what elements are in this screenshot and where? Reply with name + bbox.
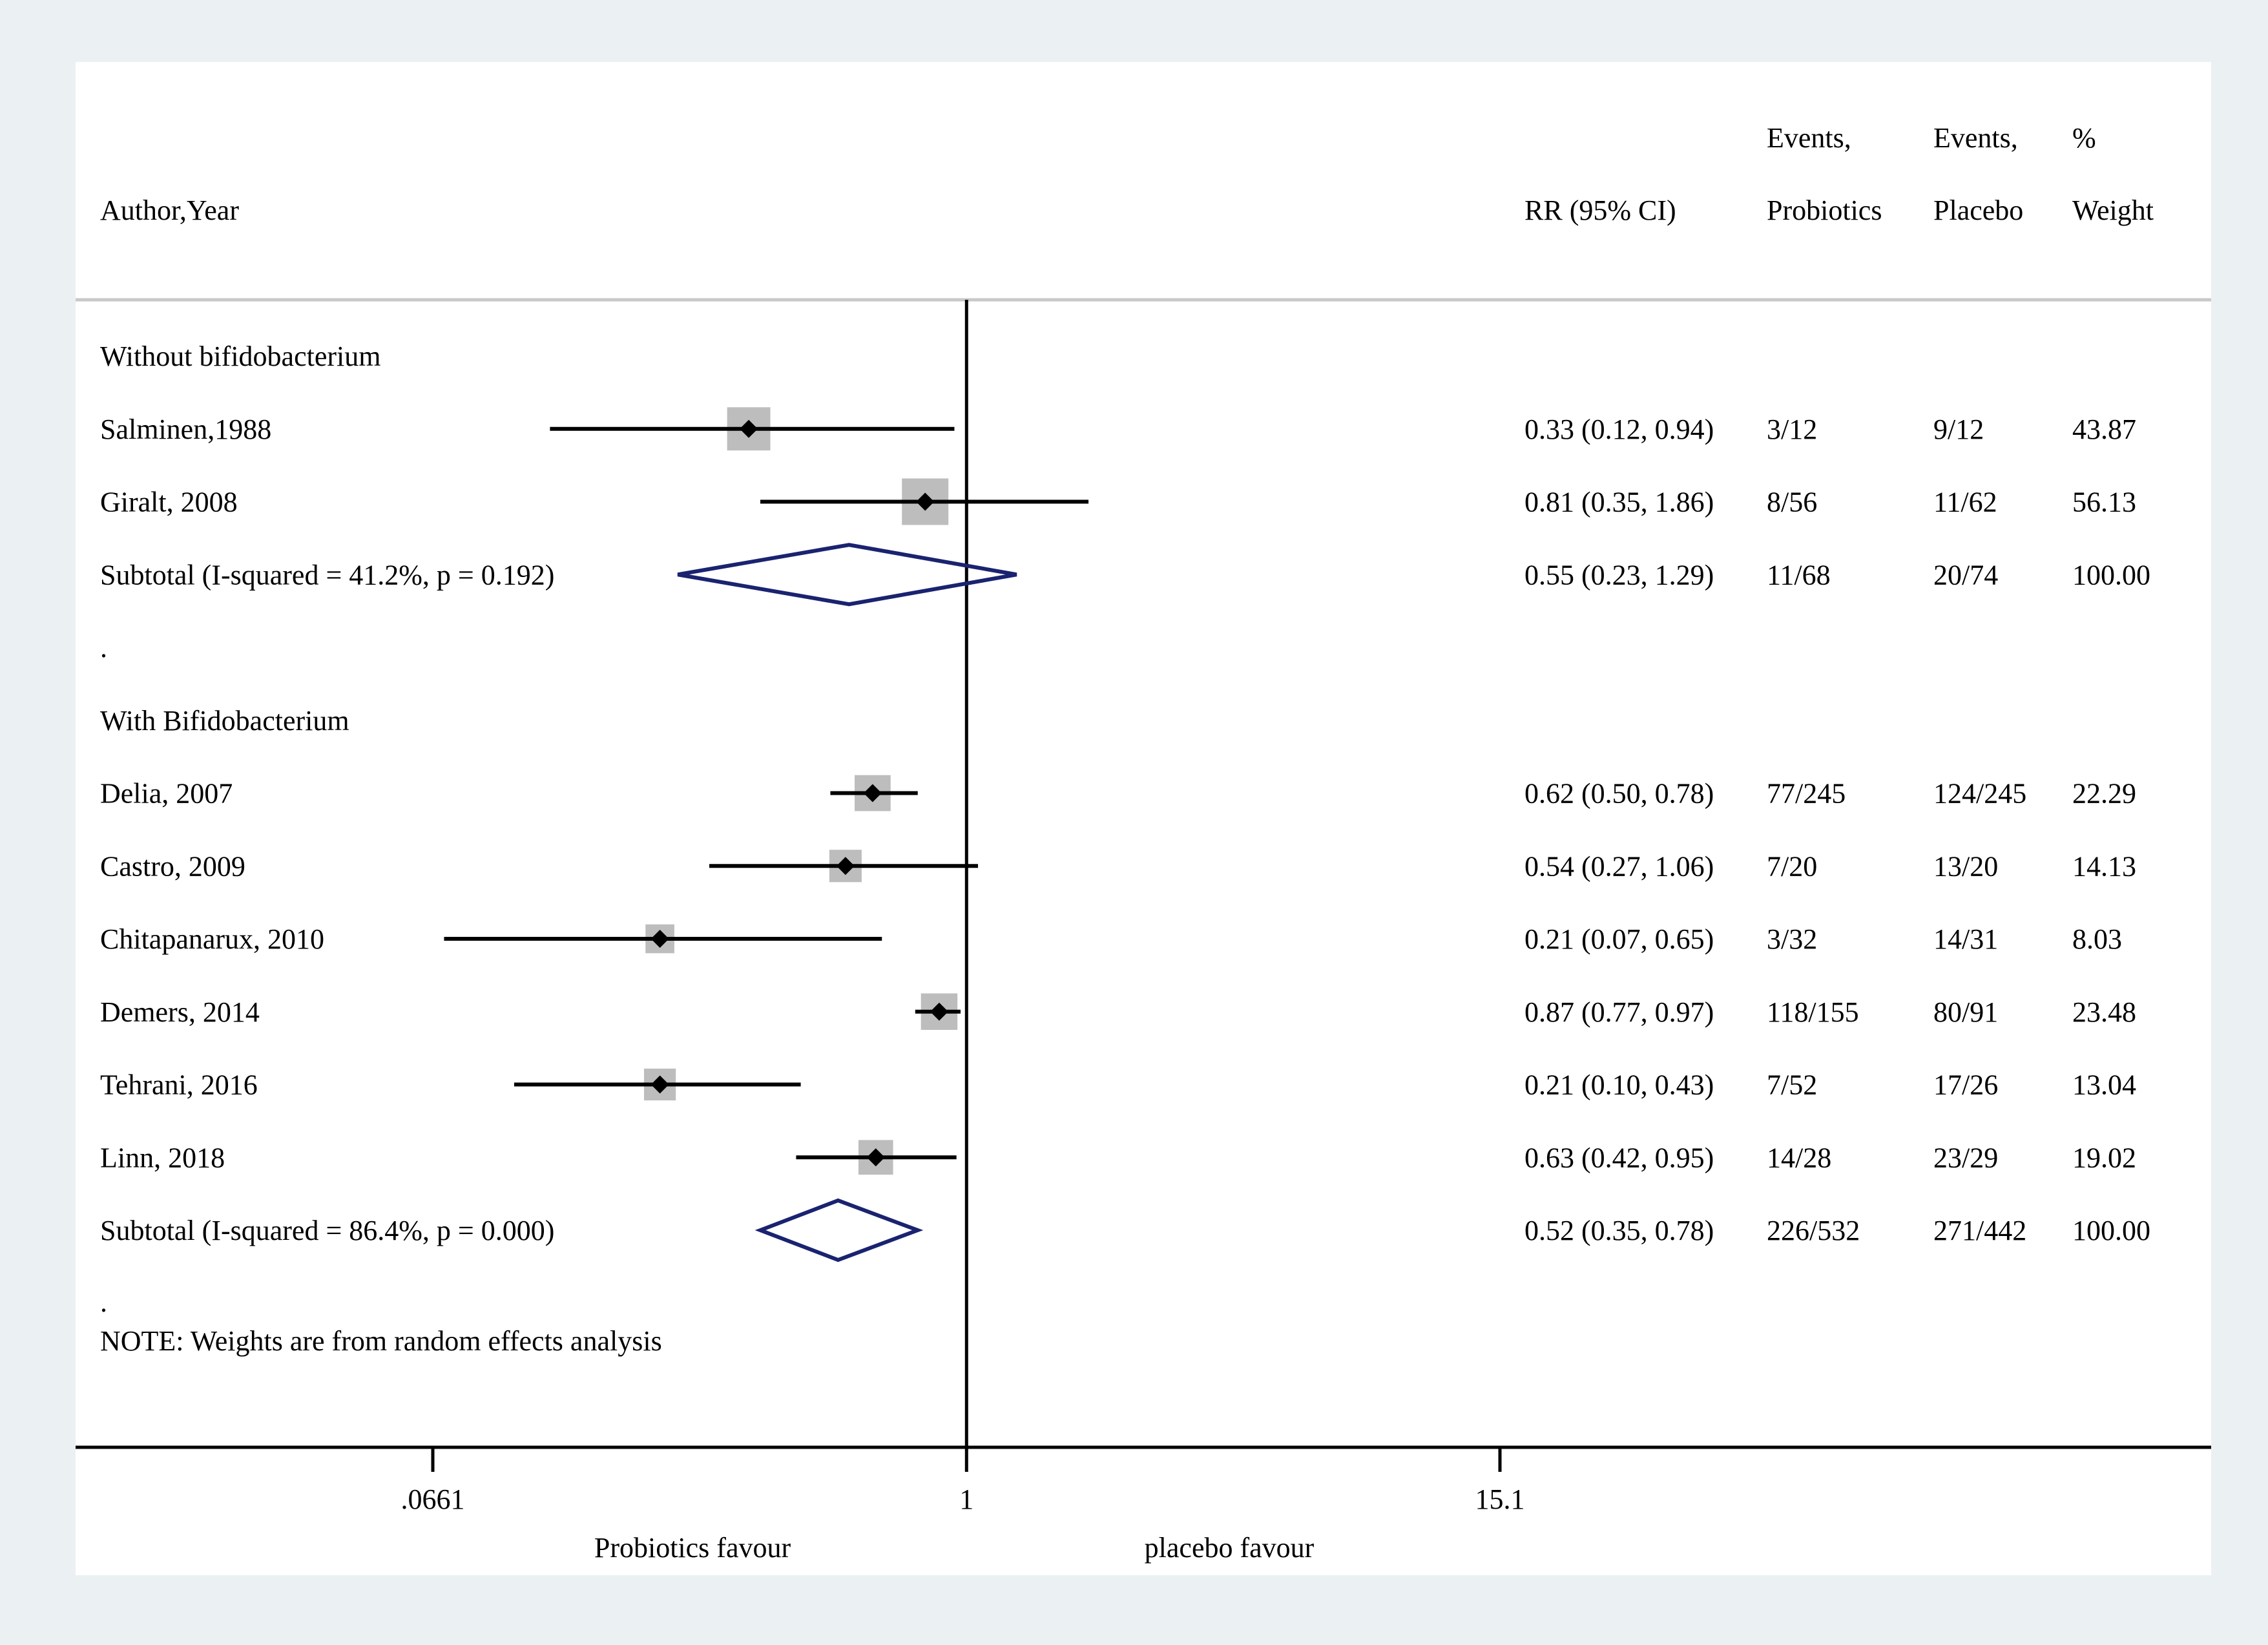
study-rr-ci: 0.62 (0.50, 0.78) bbox=[1524, 778, 1714, 810]
subtotal-diamond bbox=[677, 543, 1017, 607]
study-events-placebo: 80/91 bbox=[1933, 996, 1998, 1028]
header-events-placebo-line2: Placebo bbox=[1933, 194, 2023, 226]
subtotal-label: Subtotal (I-squared = 41.2%, p = 0.192) bbox=[100, 559, 554, 591]
study-label: Castro, 2009 bbox=[100, 850, 245, 882]
study-events-probiotics: 3/32 bbox=[1767, 923, 1817, 955]
subtotal-rr-ci: 0.52 (0.35, 0.78) bbox=[1524, 1215, 1714, 1246]
study-label: Delia, 2007 bbox=[100, 778, 233, 810]
x-annotation-right: placebo favour bbox=[1145, 1532, 1315, 1564]
study-rr-ci: 0.81 (0.35, 1.86) bbox=[1524, 487, 1714, 518]
x-tick-label: 1 bbox=[959, 1483, 973, 1515]
study-weight: 22.29 bbox=[2072, 778, 2136, 810]
study-weight: 19.02 bbox=[2072, 1142, 2136, 1173]
point-estimate bbox=[740, 419, 758, 438]
study-events-probiotics: 7/20 bbox=[1767, 850, 1817, 882]
study-label: Chitapanarux, 2010 bbox=[100, 923, 324, 955]
subtotal-weight: 100.00 bbox=[2072, 1215, 2150, 1246]
note-text: NOTE: Weights are from random effects an… bbox=[100, 1325, 662, 1357]
study-events-probiotics: 118/155 bbox=[1767, 996, 1859, 1028]
study-events-placebo: 23/29 bbox=[1933, 1142, 1998, 1173]
study-rr-ci: 0.21 (0.10, 0.43) bbox=[1524, 1069, 1714, 1101]
study-events-placebo: 14/31 bbox=[1933, 923, 1998, 955]
study-events-probiotics: 7/52 bbox=[1767, 1069, 1817, 1101]
study-label: Tehrani, 2016 bbox=[100, 1069, 258, 1101]
study-rr-ci: 0.54 (0.27, 1.06) bbox=[1524, 850, 1714, 882]
study-events-probiotics: 8/56 bbox=[1767, 487, 1817, 518]
study-events-placebo: 9/12 bbox=[1933, 414, 1984, 445]
study-label: Salminen,1988 bbox=[100, 414, 271, 445]
study-events-placebo: 13/20 bbox=[1933, 850, 1998, 882]
x-annotation-left: Probiotics favour bbox=[594, 1532, 791, 1564]
point-estimate bbox=[930, 1002, 948, 1021]
subtotal-diamond bbox=[754, 1198, 924, 1263]
subtotal-events-probiotics: 226/532 bbox=[1767, 1215, 1860, 1246]
column-headers: Author,Year RR (95% CI) Events, Probiotics E… bbox=[100, 122, 2154, 226]
study-rr-ci: 0.33 (0.12, 0.94) bbox=[1524, 414, 1714, 445]
point-estimate bbox=[650, 930, 669, 948]
study-weight: 43.87 bbox=[2072, 414, 2136, 445]
study-events-probiotics: 14/28 bbox=[1767, 1142, 1831, 1173]
study-weight: 23.48 bbox=[2072, 996, 2136, 1028]
subtotal-weight: 100.00 bbox=[2072, 559, 2150, 591]
plot-marks bbox=[444, 300, 1089, 1447]
point-estimate bbox=[863, 784, 882, 802]
point-estimate bbox=[866, 1148, 885, 1167]
spacer-dot: . bbox=[100, 1286, 107, 1318]
study-events-placebo: 17/26 bbox=[1933, 1069, 1998, 1101]
study-events-probiotics: 77/245 bbox=[1767, 778, 1846, 810]
study-label: Demers, 2014 bbox=[100, 996, 260, 1028]
group-label: With Bifidobacterium bbox=[100, 705, 349, 737]
x-axis: .0661 1 15.1 Probiotics favour placebo favou… bbox=[76, 1445, 2211, 1564]
header-weight-line2: Weight bbox=[2072, 194, 2154, 226]
subtotal-rr-ci: 0.55 (0.23, 1.29) bbox=[1524, 559, 1714, 591]
spacer-dot: . bbox=[100, 632, 107, 664]
x-tick-label: .0661 bbox=[401, 1483, 465, 1515]
header-rr: RR (95% CI) bbox=[1524, 194, 1676, 226]
subtotal-label: Subtotal (I-squared = 86.4%, p = 0.000) bbox=[100, 1215, 554, 1246]
group-label: Without bifidobacterium bbox=[100, 341, 380, 372]
header-events-probiotics-line1: Events, bbox=[1767, 122, 1851, 154]
study-weight: 14.13 bbox=[2072, 850, 2136, 882]
study-events-probiotics: 3/12 bbox=[1767, 414, 1817, 445]
point-estimate bbox=[916, 492, 935, 511]
study-weight: 13.04 bbox=[2072, 1069, 2136, 1101]
header-author: Author,Year bbox=[100, 194, 239, 226]
study-events-placebo: 11/62 bbox=[1933, 487, 1997, 518]
study-weight: 8.03 bbox=[2072, 923, 2122, 955]
plot-panel bbox=[76, 62, 2211, 1575]
header-events-probiotics-line2: Probiotics bbox=[1767, 194, 1882, 226]
subtotal-events-placebo: 271/442 bbox=[1933, 1215, 2026, 1246]
point-estimate bbox=[836, 857, 855, 875]
header-events-placebo-line1: Events, bbox=[1933, 122, 2018, 154]
point-estimate bbox=[650, 1075, 669, 1094]
study-rr-ci: 0.21 (0.07, 0.65) bbox=[1524, 923, 1714, 955]
x-tick-label: 15.1 bbox=[1475, 1483, 1525, 1515]
study-label: Linn, 2018 bbox=[100, 1142, 225, 1173]
study-label: Giralt, 2008 bbox=[100, 487, 238, 518]
study-rr-ci: 0.87 (0.77, 0.97) bbox=[1524, 996, 1714, 1028]
header-weight-line1: % bbox=[2072, 122, 2096, 154]
study-weight: 56.13 bbox=[2072, 487, 2136, 518]
table-rows: Without bifidobacterium Salminen,1988 0.33… bbox=[100, 341, 2150, 1357]
study-events-placebo: 124/245 bbox=[1933, 778, 2026, 810]
subtotal-events-probiotics: 11/68 bbox=[1767, 559, 1831, 591]
study-rr-ci: 0.63 (0.42, 0.95) bbox=[1524, 1142, 1714, 1173]
subtotal-events-placebo: 20/74 bbox=[1933, 559, 1998, 591]
